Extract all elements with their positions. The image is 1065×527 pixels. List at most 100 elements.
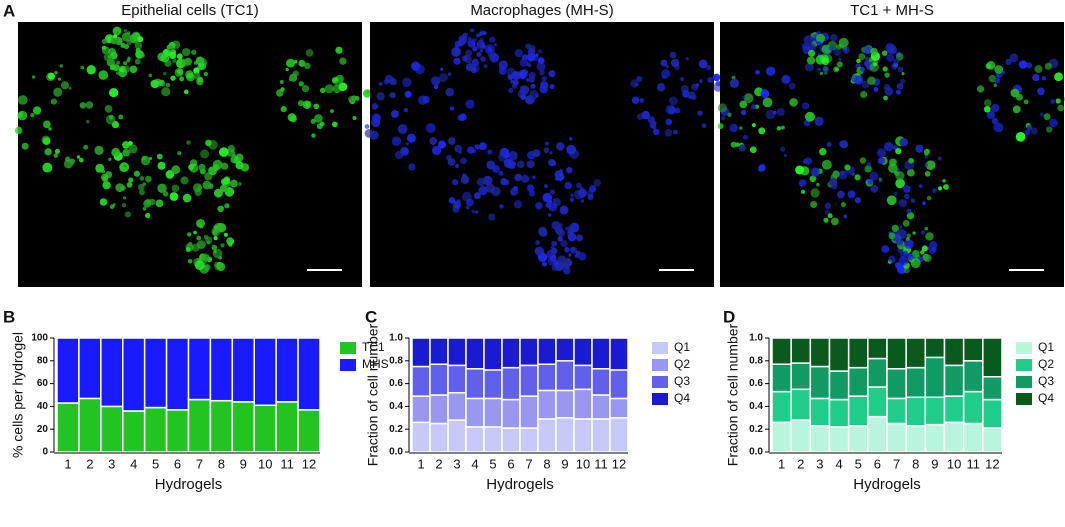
cell <box>182 47 191 57</box>
legend-label: Q2 <box>674 357 690 371</box>
cell <box>942 179 946 183</box>
cell <box>549 189 556 195</box>
x-tick-label: 7 <box>525 456 532 471</box>
bar-segment <box>886 422 907 453</box>
cell <box>731 75 736 80</box>
cell <box>535 201 543 210</box>
cell <box>1032 73 1040 82</box>
cell <box>504 152 511 159</box>
x-tick-label: 1 <box>778 456 785 471</box>
cell <box>664 128 673 137</box>
cell <box>754 104 760 110</box>
cell <box>170 75 176 81</box>
cell <box>121 203 127 208</box>
cell <box>729 123 738 133</box>
cell <box>525 43 531 49</box>
cell <box>181 58 190 67</box>
cell <box>537 57 545 64</box>
bar-segment <box>537 389 557 420</box>
cell <box>883 142 894 152</box>
cell <box>641 110 650 120</box>
cell <box>460 157 467 165</box>
bar-segment <box>867 386 888 418</box>
cell <box>193 183 202 193</box>
cell <box>179 76 185 82</box>
bar-segment <box>447 391 467 421</box>
bar-segment <box>924 396 946 426</box>
cell <box>535 93 539 98</box>
legend-swatch <box>652 342 668 354</box>
bar-segment <box>924 356 946 399</box>
cell <box>389 92 396 99</box>
cell <box>487 50 496 58</box>
y-tick-label: 0.0 <box>389 447 403 458</box>
cell <box>205 139 212 147</box>
cell <box>476 51 482 58</box>
cell <box>134 42 143 50</box>
cell <box>79 157 84 163</box>
x-tick-label: 11 <box>594 456 608 471</box>
bar-segment <box>411 421 431 453</box>
cell <box>122 148 130 157</box>
cell <box>418 95 428 105</box>
cell <box>783 154 787 158</box>
cell <box>53 87 63 97</box>
cell <box>698 59 708 69</box>
cell <box>127 56 131 60</box>
y-tick-label: 0.6 <box>749 378 763 389</box>
cell <box>1026 125 1033 131</box>
cell <box>120 42 126 48</box>
legend-swatch <box>1016 359 1032 371</box>
bar-segment <box>537 418 557 453</box>
bar-segment <box>943 337 965 367</box>
cell <box>465 99 475 109</box>
cell <box>94 145 104 156</box>
cell <box>907 168 915 177</box>
cell <box>899 225 903 229</box>
cell <box>776 107 785 116</box>
cell <box>549 254 557 262</box>
bar-segment <box>429 394 449 425</box>
cell <box>108 157 112 162</box>
cell <box>160 53 170 63</box>
cell <box>510 79 515 84</box>
cell <box>891 62 899 70</box>
bar-segment <box>275 401 299 453</box>
bar-segment <box>253 404 277 453</box>
cell <box>193 67 200 74</box>
cell <box>85 119 90 124</box>
cell <box>478 186 488 196</box>
cell <box>110 52 118 60</box>
bar-segment <box>924 423 946 453</box>
cell <box>994 77 1001 84</box>
cell <box>204 264 211 271</box>
x-tick-label: 8 <box>912 456 919 471</box>
cell <box>688 91 696 99</box>
cell <box>449 106 455 111</box>
cell <box>760 89 770 98</box>
cell <box>554 170 564 180</box>
legend-swatch <box>652 376 668 388</box>
cell <box>993 122 1004 133</box>
cell <box>682 90 690 98</box>
cell <box>860 66 865 72</box>
cell <box>479 49 484 53</box>
cell <box>378 81 383 86</box>
cell <box>135 47 141 53</box>
bar-segment <box>591 368 611 396</box>
cell <box>994 65 1004 74</box>
cell <box>816 183 820 187</box>
cell <box>903 193 910 200</box>
cell <box>924 163 929 167</box>
cell <box>68 86 72 90</box>
cell <box>196 77 204 86</box>
cell <box>758 127 766 135</box>
cell <box>213 231 217 236</box>
cell <box>810 188 820 198</box>
cell <box>872 62 877 67</box>
image-title: Macrophages (MH-S) <box>470 2 613 19</box>
cell <box>289 73 298 82</box>
cell <box>821 57 830 66</box>
cell <box>176 53 183 60</box>
bar-segment <box>100 405 124 453</box>
